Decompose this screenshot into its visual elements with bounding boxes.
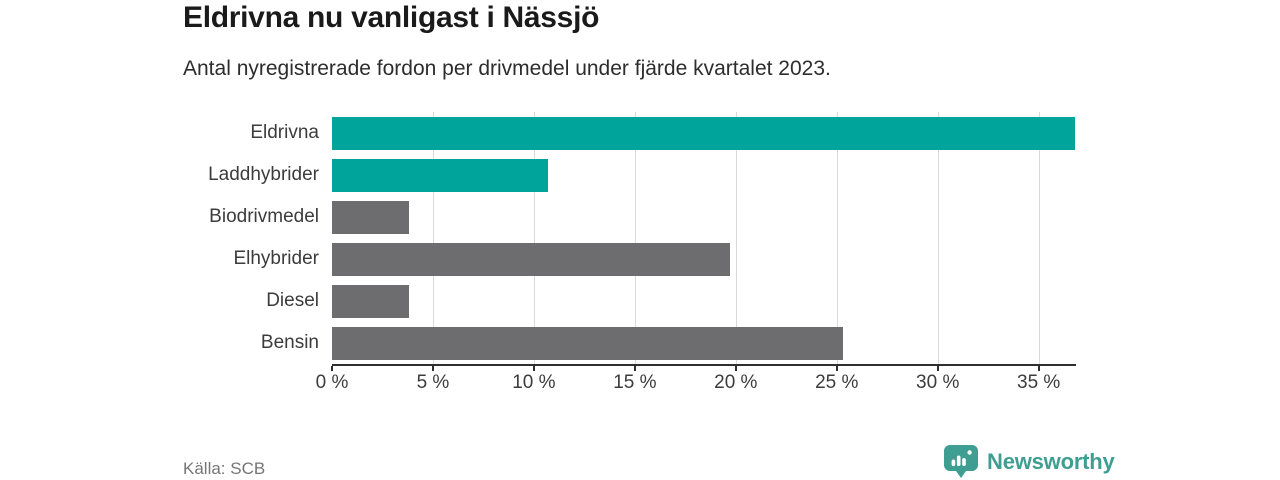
gridline-30 [937, 112, 939, 364]
gridline-35 [1038, 112, 1040, 364]
tick-label-5: 5 % [416, 372, 450, 393]
tick-mark-0 [331, 366, 333, 371]
tick-mark-15 [633, 366, 636, 371]
bar-elhybrider [332, 242, 730, 276]
gridline-25 [836, 112, 838, 364]
tick-mark-20 [734, 366, 737, 371]
category-label-bensin: Bensin [260, 332, 319, 353]
newsworthy-icon [944, 445, 978, 478]
bar-row: Laddhybrider [208, 154, 1075, 196]
bar-row: Biodrivmedel [209, 196, 1075, 238]
gridline-20 [735, 112, 737, 364]
tick-label-25: 25 % [815, 372, 859, 393]
tick-label-15: 15 % [613, 372, 657, 393]
bar-eldrivna [332, 116, 1075, 150]
gridline-5 [432, 112, 434, 364]
tick-label-35: 35 % [1017, 372, 1061, 393]
category-label-diesel: Diesel [266, 290, 319, 311]
bar-row: Bensin [261, 322, 1075, 364]
bar-row: Eldrivna [250, 112, 1075, 154]
tick-label-30: 30 % [916, 372, 960, 393]
category-label-biodrivmedel: Biodrivmedel [209, 206, 319, 227]
newsworthy-logo[interactable]: Newsworthy [944, 445, 1115, 478]
category-label-elhybrider: Elhybrider [233, 248, 319, 269]
bar-diesel [332, 284, 409, 318]
bar-bensin [332, 326, 843, 360]
tick-mark-5 [431, 366, 434, 371]
category-label-eldrivna: Eldrivna [250, 122, 319, 143]
tick-mark-10 [532, 366, 535, 371]
gridline-10 [533, 112, 535, 364]
bar-rows: Eldrivna Laddhybrider Biodrivmedel Elhybrid… [208, 112, 1075, 364]
gridline-15 [634, 112, 636, 364]
source-caption: Källa: SCB [183, 459, 266, 478]
tick-mark-25 [835, 366, 838, 371]
tick-label-0: 0 % [315, 372, 349, 393]
chart-subtitle: Antal nyregistrerade fordon per drivmede… [183, 57, 831, 80]
x-axis-line [332, 364, 1076, 366]
category-label-laddhybrider: Laddhybrider [208, 164, 319, 185]
tick-label-20: 20 % [714, 372, 758, 393]
bar-laddhybrider [332, 158, 549, 192]
bar-row: Diesel [266, 280, 1075, 322]
tick-mark-35 [1037, 366, 1040, 371]
tick-label-10: 10 % [512, 372, 556, 393]
bar-chart-plot-area: Eldrivna Laddhybrider Biodrivmedel Elhybrid… [208, 112, 1075, 364]
bar-row: Elhybrider [233, 238, 1075, 280]
newsworthy-wordmark: Newsworthy [987, 448, 1115, 474]
bar-biodrivmedel [332, 200, 409, 234]
tick-mark-30 [936, 366, 939, 371]
chart-title: Eldrivna nu vanligast i Nässjö [183, 1, 600, 34]
